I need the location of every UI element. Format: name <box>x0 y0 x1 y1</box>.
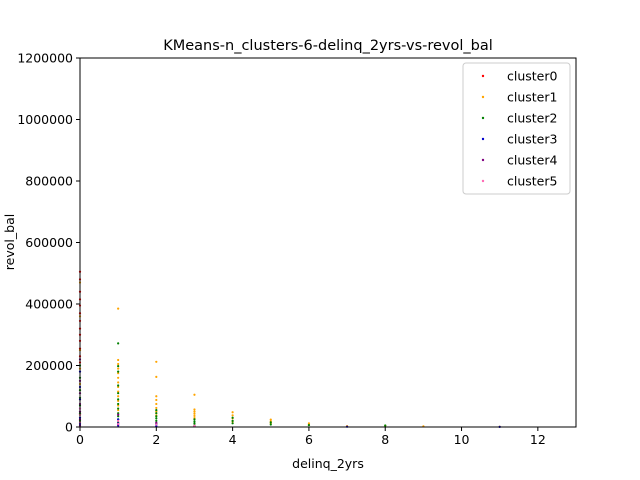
y-tick-label: 600000 <box>25 235 73 250</box>
legend-marker <box>481 74 485 78</box>
cluster1-point <box>193 393 196 396</box>
legend-marker <box>481 137 485 141</box>
cluster1-point <box>117 372 120 375</box>
cluster1-point <box>193 412 196 415</box>
legend-label: cluster3 <box>507 132 557 147</box>
legend-label: cluster2 <box>507 111 557 126</box>
cluster2-point <box>193 422 196 425</box>
cluster1-point <box>231 411 234 414</box>
cluster1-point <box>155 402 158 406</box>
cluster2-point <box>117 370 120 373</box>
x-tick-label: 4 <box>229 432 237 447</box>
cluster1-point <box>155 360 158 363</box>
cluster2-point <box>117 398 120 401</box>
cluster2-point <box>231 419 234 422</box>
x-tick-label: 2 <box>152 432 160 447</box>
cluster2-point <box>384 424 387 427</box>
cluster2-point <box>117 384 120 387</box>
cluster1-point <box>117 367 120 370</box>
cluster1-point <box>117 362 120 366</box>
cluster4-point <box>117 413 120 416</box>
y-tick-label: 400000 <box>25 297 73 312</box>
legend-marker <box>481 158 485 162</box>
cluster1-point <box>117 307 120 310</box>
cluster5-series <box>78 407 196 427</box>
cluster2-point <box>117 392 120 395</box>
cluster5-point <box>155 423 158 426</box>
legend-marker <box>481 179 485 183</box>
cluster2-point <box>117 342 120 345</box>
cluster1-point <box>193 414 196 418</box>
legend-label: cluster0 <box>507 69 558 84</box>
cluster5-point <box>193 424 196 427</box>
cluster2-point <box>155 415 158 418</box>
cluster1-point <box>231 414 234 417</box>
cluster2-point <box>117 402 120 406</box>
cluster2-point <box>117 415 120 418</box>
cluster3-point <box>117 418 120 421</box>
y-tick-label: 800000 <box>25 174 73 189</box>
cluster5-point <box>117 422 120 426</box>
cluster1-point <box>193 408 196 411</box>
cluster2-point <box>155 412 158 415</box>
cluster4-point <box>155 421 158 424</box>
x-tick-label: 12 <box>530 432 546 447</box>
cluster1-point <box>117 376 120 379</box>
cluster2-point <box>117 412 120 415</box>
cluster2-point <box>117 365 120 368</box>
x-tick-label: 8 <box>381 432 389 447</box>
legend-label: cluster5 <box>507 174 557 189</box>
y-tick-label: 200000 <box>25 358 73 373</box>
cluster1-point <box>269 418 272 421</box>
y-tick-label: 1000000 <box>17 112 73 127</box>
cluster1-point <box>155 406 158 410</box>
y-axis-label: revol_bal <box>2 214 17 270</box>
cluster1-point <box>117 395 120 398</box>
cluster2-point <box>193 418 196 421</box>
legend-label: cluster4 <box>507 153 558 168</box>
x-tick-label: 0 <box>76 432 84 447</box>
cluster2-point <box>155 417 158 420</box>
cluster1-point <box>117 399 120 402</box>
cluster1-point <box>155 398 158 402</box>
legend: cluster0 cluster1 cluster2 cluster3 cluster4… <box>462 62 571 195</box>
cluster5-point <box>117 419 120 422</box>
chart-title: KMeans-n_clusters-6-delinq_2yrs-vs-revol… <box>163 38 493 54</box>
y-tick-label: 0 <box>65 420 73 435</box>
cluster1-point <box>117 404 120 407</box>
cluster2-series <box>78 342 387 427</box>
cluster2-point <box>193 420 196 423</box>
cluster2-point <box>269 421 272 424</box>
cluster1-point <box>117 385 120 389</box>
cluster2-point <box>269 423 272 426</box>
cluster2-point <box>307 424 311 427</box>
cluster2-point <box>231 416 234 419</box>
cluster2-point <box>155 419 158 422</box>
cluster1-point <box>155 395 158 398</box>
x-axis-label: delinq_2yrs <box>292 456 364 471</box>
cluster1-point <box>117 358 120 362</box>
x-tick-label: 6 <box>305 432 313 447</box>
cluster1-point <box>193 410 196 413</box>
legend-box <box>462 62 571 195</box>
legend-marker <box>481 95 485 99</box>
legend-marker <box>481 116 485 120</box>
y-tick-label: 1200000 <box>17 51 73 66</box>
cluster1-point <box>155 375 158 378</box>
cluster1-point <box>155 410 158 413</box>
cluster1-point <box>117 381 120 384</box>
cluster2-point <box>231 422 234 425</box>
cluster1-point <box>117 408 120 412</box>
axis-ticks: 0 2 4 6 8 10 12 0 200000 400000 600000 800000 100000… <box>17 51 545 448</box>
cluster2-point <box>155 408 158 412</box>
plot-frame <box>79 57 577 428</box>
cluster1-point <box>117 390 120 393</box>
cluster2-point <box>117 407 120 410</box>
x-tick-label: 10 <box>454 432 470 447</box>
legend-label: cluster1 <box>507 90 557 105</box>
